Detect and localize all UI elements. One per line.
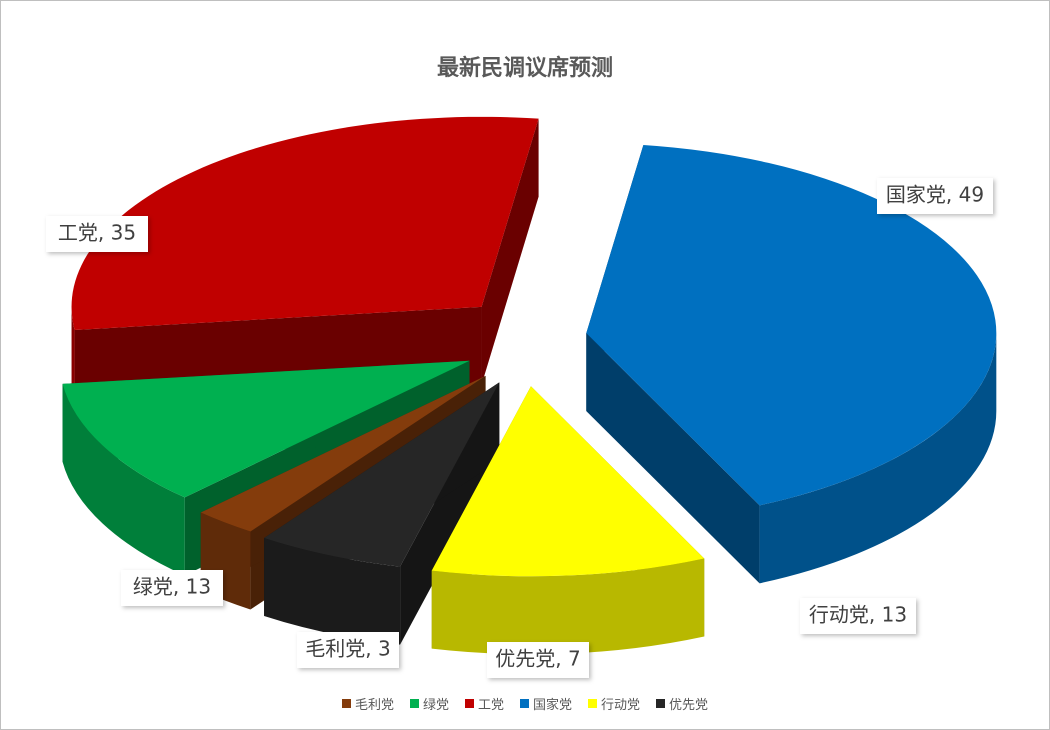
legend-swatch [656,699,666,708]
legend-swatch [409,699,419,708]
slice-rim [431,558,705,655]
data-label-text: 行动党, 13 [809,603,907,627]
data-label-box [800,598,916,634]
pie-slice-3d-0 [586,144,997,584]
data-label-5: 工党, 35 [46,216,148,252]
legend-label: 工党 [477,698,504,713]
pie-slice-3 [200,375,486,532]
data-label-1: 行动党, 13 [800,598,916,634]
slice-rim [759,333,997,584]
data-label-text: 工党, 35 [58,221,136,245]
legend-swatch [464,699,474,708]
pie-slice-5 [71,116,539,330]
legend-item: 毛利党 [341,694,394,713]
legend-swatch [588,699,598,708]
data-label-4: 绿党, 13 [121,570,223,606]
legend-item: 国家党 [520,694,572,713]
legend-item: 工党 [464,694,504,713]
pie-slice-4 [62,360,470,498]
chart-title: 最新民调议席预测 [436,56,613,81]
legend-item: 优先党 [656,694,708,713]
slice-rim [71,306,75,408]
legend-label: 毛利党 [354,698,394,713]
legend: 毛利党 绿党 工党 国家党 行动党 优先党 [0,694,1050,713]
legend-label: 国家党 [533,698,573,713]
legend-label: 行动党 [601,698,641,713]
legend-item: 绿党 [409,694,449,713]
slice-side-face [481,118,539,385]
slice-rim [62,383,185,576]
data-label-0: 国家党, 49 [877,178,993,214]
data-label-box [121,570,223,606]
legend-label: 绿党 [422,698,449,713]
legend-swatch [341,699,351,708]
data-label-box [46,216,148,252]
data-label-3: 毛利党, 3 [297,632,399,668]
pie-slice-3d-1 [431,386,705,655]
data-label-box [297,632,399,668]
pie-slice-1 [431,386,705,577]
legend-item: 行动党 [588,694,640,713]
legend-swatch [520,699,529,708]
data-label-2: 优先党, 7 [487,642,589,678]
data-label-box [487,642,589,678]
legend-label: 优先党 [669,698,709,713]
data-label-text: 国家党, 49 [886,183,984,207]
pie-slice-2 [264,382,500,567]
slice-rim [264,537,401,645]
pie-slice-0 [586,144,997,506]
data-label-box [877,178,993,214]
data-label-text: 绿党, 13 [133,575,211,599]
data-label-text: 毛利党, 3 [305,637,390,661]
slice-side-face [586,333,760,584]
data-label-text: 优先党, 7 [495,647,580,671]
pie-slice-3d-2 [264,382,500,645]
